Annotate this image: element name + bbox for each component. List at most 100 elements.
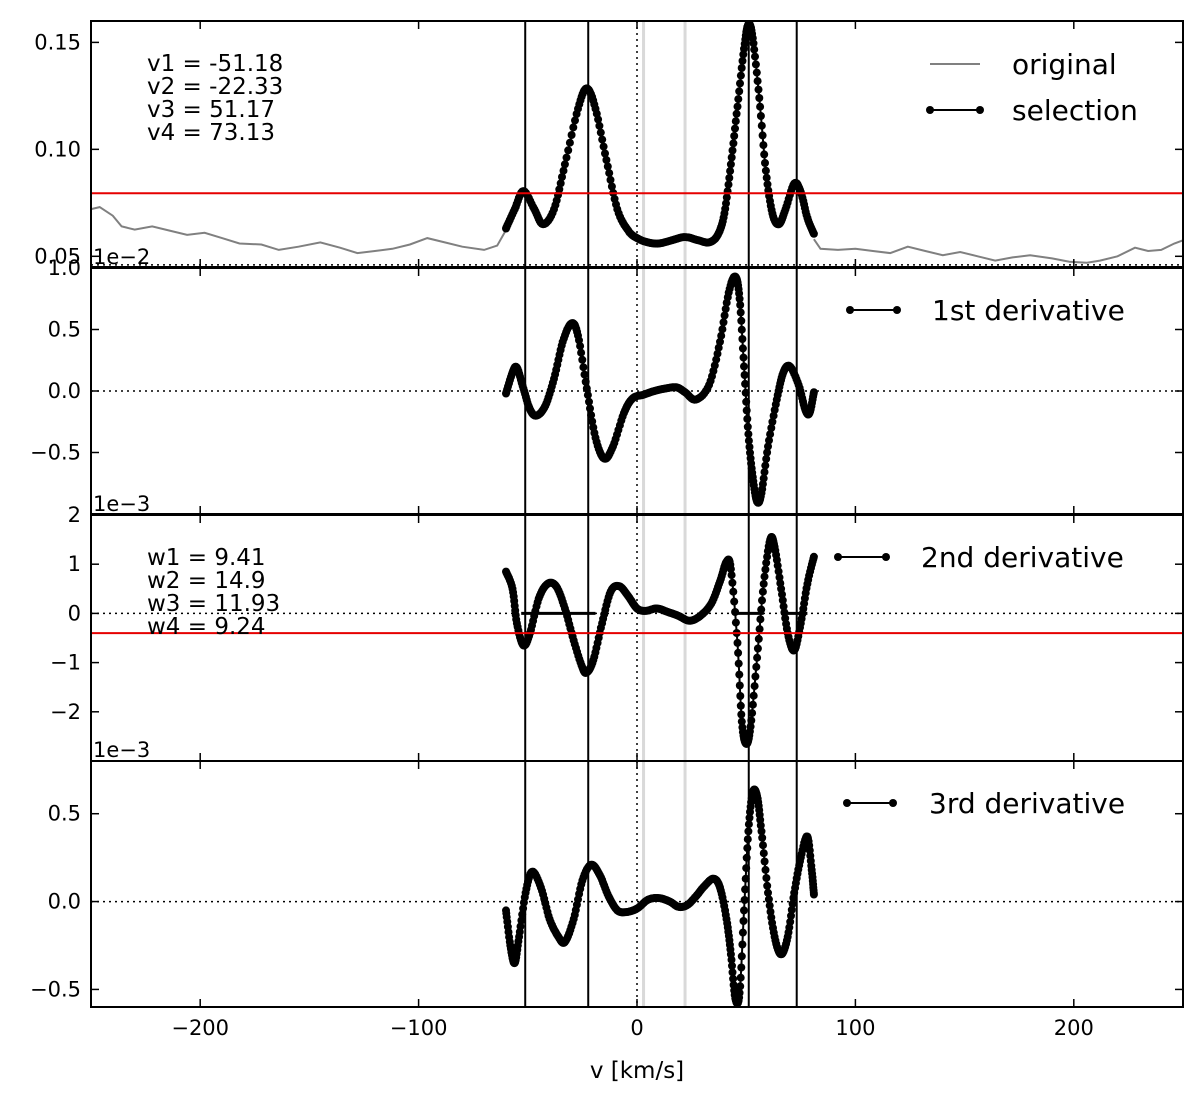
panel-d1: −0.5 0.0 0.5 1.0 1st derivative xyxy=(30,256,1184,515)
x-axis-label: v [km/s] xyxy=(590,1058,684,1084)
data-point xyxy=(586,404,594,413)
data-point xyxy=(565,138,574,147)
data-point xyxy=(755,625,764,634)
series-markers-d3 xyxy=(502,785,818,1007)
data-point xyxy=(724,180,733,189)
data-point xyxy=(729,587,738,596)
data-point xyxy=(756,615,765,624)
data-point xyxy=(562,153,571,162)
legend-marker xyxy=(976,106,984,114)
data-point xyxy=(720,311,729,320)
legend-label: selection xyxy=(1012,94,1138,127)
data-point xyxy=(755,94,764,102)
data-point xyxy=(741,379,750,388)
series-markers-d2 xyxy=(502,533,818,748)
data-point xyxy=(756,112,765,120)
data-point xyxy=(727,153,736,162)
data-point xyxy=(731,117,740,126)
data-point xyxy=(764,888,772,897)
data-point xyxy=(757,605,766,614)
data-point xyxy=(756,821,765,830)
data-point xyxy=(602,156,611,164)
data-point xyxy=(768,417,777,426)
data-point xyxy=(740,896,749,904)
data-point xyxy=(761,461,770,470)
data-point xyxy=(758,596,766,605)
data-point xyxy=(735,988,744,997)
annotation: v2 = -22.33 xyxy=(147,74,283,100)
data-point xyxy=(578,355,587,364)
data-point xyxy=(717,331,726,340)
annotation: w3 = 11.93 xyxy=(147,591,280,617)
data-point xyxy=(730,132,739,140)
data-point xyxy=(758,833,767,842)
data-point xyxy=(580,370,589,379)
data-point xyxy=(726,167,735,176)
x-tick-label: 100 xyxy=(835,1016,875,1040)
data-point xyxy=(556,179,565,188)
data-point xyxy=(583,391,592,400)
scale-label: 1e−2 xyxy=(93,245,150,269)
legend-marker xyxy=(882,553,890,561)
data-point xyxy=(735,670,744,679)
y-tick-label: 2 xyxy=(68,503,81,527)
data-point xyxy=(726,160,735,169)
annotation: v1 = -51.18 xyxy=(147,51,283,77)
data-point xyxy=(559,166,568,175)
y-tick-label: 0.05 xyxy=(34,244,81,268)
data-point xyxy=(737,710,746,719)
legend-marker xyxy=(843,799,851,807)
data-point xyxy=(743,835,752,844)
data-point xyxy=(752,662,761,671)
data-point xyxy=(738,928,747,937)
data-point xyxy=(761,865,770,874)
data-point xyxy=(764,442,772,451)
data-point xyxy=(736,982,745,991)
data-point xyxy=(738,344,747,353)
y-tick-label: 0.0 xyxy=(48,890,81,914)
plot-area xyxy=(91,515,1183,761)
data-point xyxy=(729,974,738,983)
data-point xyxy=(759,841,767,850)
legend-marker xyxy=(834,553,842,561)
data-point xyxy=(594,115,603,124)
data-point xyxy=(564,146,573,155)
data-point xyxy=(758,131,767,140)
data-point xyxy=(727,955,736,964)
data-point xyxy=(736,71,745,80)
annotation: v3 = 51.17 xyxy=(147,97,275,123)
data-point xyxy=(751,60,760,69)
data-point xyxy=(759,579,768,588)
y-tick-label: −1 xyxy=(50,651,81,675)
data-point xyxy=(741,885,750,894)
data-point xyxy=(752,68,761,77)
plot-area xyxy=(91,761,1183,1007)
data-point xyxy=(560,160,569,169)
data-point xyxy=(599,142,608,151)
data-point xyxy=(739,353,748,362)
data-point xyxy=(736,79,744,88)
data-point xyxy=(734,95,743,104)
data-point xyxy=(555,185,564,194)
data-point xyxy=(759,849,768,858)
data-point xyxy=(722,199,730,208)
data-point xyxy=(713,349,722,358)
data-point xyxy=(558,173,566,181)
data-point xyxy=(739,917,748,925)
data-point xyxy=(740,362,748,371)
series-line-original xyxy=(91,206,509,255)
data-point xyxy=(607,182,616,191)
data-point xyxy=(737,952,746,961)
y-tick-label: −0.5 xyxy=(30,977,81,1001)
x-tick-label: −200 xyxy=(171,1016,229,1040)
panel-d3: −0.5 0.0 0.5 −200 −100 0 100 200 3rd derivative xyxy=(30,760,1184,1040)
data-point xyxy=(742,853,751,862)
data-point xyxy=(598,135,607,144)
data-point xyxy=(601,149,609,158)
data-point xyxy=(727,571,736,580)
data-point xyxy=(734,659,743,668)
data-point xyxy=(757,827,766,836)
data-point xyxy=(753,653,762,662)
data-point xyxy=(774,567,783,576)
